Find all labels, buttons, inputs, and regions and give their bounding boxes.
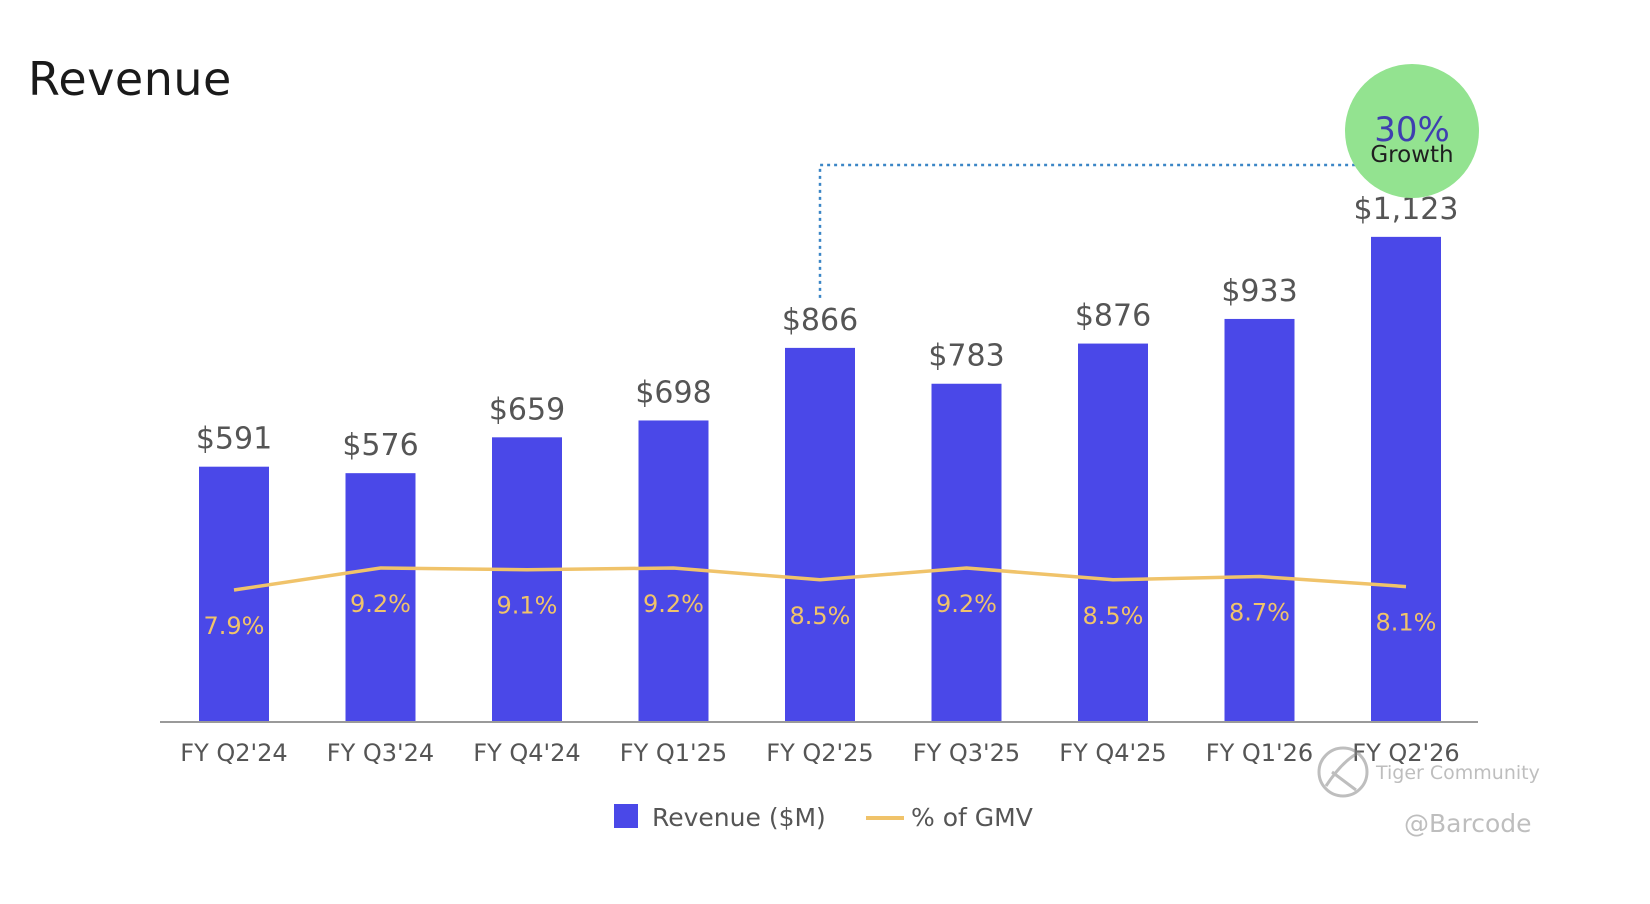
watermark-brand: Tiger Community <box>1375 762 1540 784</box>
page-title: Revenue <box>28 52 232 106</box>
revenue-value-label: $591 <box>196 422 272 457</box>
watermark-handle: @Barcode <box>1404 809 1532 838</box>
growth-badge-circle <box>1345 64 1479 198</box>
gmv-value-label: 9.1% <box>497 592 558 620</box>
revenue-value-label: $933 <box>1221 274 1297 309</box>
x-tick-label: FY Q4'25 <box>1059 739 1166 767</box>
gmv-value-label: 9.2% <box>936 590 997 618</box>
x-tick-label: FY Q1'25 <box>620 739 727 767</box>
revenue-bar <box>1078 343 1148 722</box>
gmv-value-label: 8.1% <box>1376 609 1437 637</box>
x-tick-label: FY Q2'25 <box>766 739 873 767</box>
growth-badge: 30% Growth <box>1345 64 1479 198</box>
gmv-line <box>233 566 1407 592</box>
revenue-bar <box>199 466 269 722</box>
gmv-value-label: 9.2% <box>643 590 704 618</box>
revenue-bar <box>785 347 855 722</box>
gmv-value-label: 9.2% <box>350 590 411 618</box>
growth-connector <box>818 163 1355 298</box>
legend-swatch-revenue <box>614 804 638 828</box>
growth-badge-value: 30% <box>1374 110 1450 150</box>
revenue-bar <box>345 473 416 722</box>
revenue-value-label: $783 <box>928 339 1004 374</box>
x-tick-label: FY Q3'24 <box>327 739 434 767</box>
x-tick-label: FY Q3'25 <box>913 739 1020 767</box>
legend: Revenue ($M) % of GMV <box>614 803 1033 832</box>
revenue-value-label: $866 <box>782 303 858 338</box>
x-tick-label: FY Q1'26 <box>1206 739 1313 767</box>
revenue-bar <box>492 437 562 722</box>
gmv-value-label: 8.7% <box>1229 598 1290 626</box>
legend-label-revenue: Revenue ($M) <box>652 803 826 832</box>
legend-label-gmv: % of GMV <box>911 803 1033 832</box>
revenue-bar <box>1371 236 1441 722</box>
revenue-value-label: $876 <box>1075 299 1151 334</box>
x-tick-label: FY Q2'26 <box>1352 739 1459 767</box>
watermark: Tiger Community @Barcode <box>1317 746 1540 838</box>
revenue-bar <box>931 383 1002 722</box>
gmv-value-label: 7.9% <box>204 612 265 640</box>
gmv-value-label: 8.5% <box>790 602 851 630</box>
growth-badge-text: Growth <box>1370 142 1453 168</box>
revenue-value-label: $698 <box>635 375 711 410</box>
revenue-value-label: $659 <box>489 392 565 427</box>
revenue-bar <box>1224 318 1295 722</box>
x-tick-label: FY Q4'24 <box>473 739 580 767</box>
x-tick-label: FY Q2'24 <box>180 739 287 767</box>
gmv-value-label: 8.5% <box>1083 602 1144 630</box>
tiger-logo-icon <box>1317 746 1369 798</box>
revenue-value-label: $576 <box>342 428 418 463</box>
